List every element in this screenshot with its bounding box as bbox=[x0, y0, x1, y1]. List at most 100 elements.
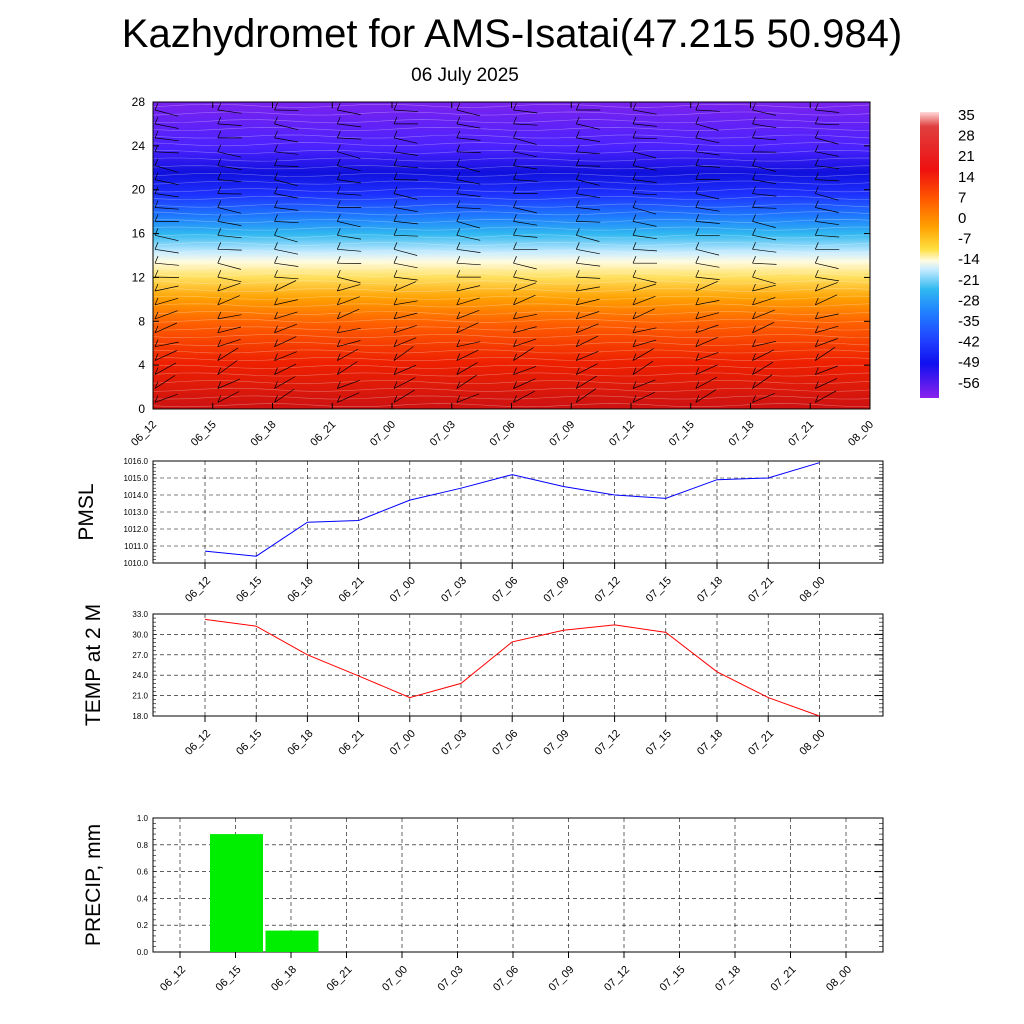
wind-barb-flag bbox=[814, 172, 819, 180]
wind-barb-flag bbox=[752, 353, 756, 361]
wind-barb-shaft bbox=[393, 193, 418, 200]
wind-barb-flag bbox=[814, 339, 819, 347]
x-tick-label: 07_03 bbox=[436, 964, 466, 994]
isotherm-line bbox=[152, 126, 871, 131]
wind-barb-flag bbox=[393, 353, 398, 361]
pmsl-axis-label: PMSL bbox=[75, 483, 98, 540]
y-tick-label: 1012.0 bbox=[124, 525, 149, 534]
wind-barb-flag bbox=[393, 144, 398, 152]
wind-barb-flag bbox=[154, 297, 159, 306]
height-tick-label: 16 bbox=[132, 227, 146, 241]
y-tick-label: 33.0 bbox=[132, 610, 148, 619]
wind-barb-flag bbox=[695, 381, 700, 389]
wind-barb-flag bbox=[336, 116, 341, 125]
time-tick-label: 07_21 bbox=[786, 419, 816, 449]
wind-barb-flag bbox=[513, 102, 517, 111]
time-tick-label: 06_15 bbox=[189, 419, 219, 449]
wind-barb-shaft bbox=[815, 282, 838, 292]
wind-barb-flag bbox=[217, 158, 222, 166]
wind-barb-flag bbox=[217, 144, 222, 152]
wind-barb-flag bbox=[752, 269, 756, 278]
wind-barb-flag bbox=[632, 130, 637, 139]
wind-barb-flag bbox=[393, 172, 398, 180]
wind-barb-flag bbox=[632, 116, 637, 125]
isotherm-line bbox=[152, 318, 871, 323]
x-tick-label: 07_06 bbox=[490, 575, 520, 605]
temperature-frame bbox=[152, 613, 884, 717]
x-tick-label: 08_00 bbox=[824, 964, 854, 994]
wind-barb-shaft bbox=[337, 109, 361, 115]
isotherm-line bbox=[152, 119, 871, 124]
wind-barb-shaft bbox=[513, 151, 538, 158]
wind-barb-shaft bbox=[337, 348, 359, 361]
wind-barb-shaft bbox=[513, 207, 537, 214]
wind-barb-shaft bbox=[752, 109, 776, 116]
wind-barb-shaft bbox=[154, 151, 180, 154]
wind-barb-flag bbox=[632, 186, 637, 194]
wind-barb-flag bbox=[695, 311, 700, 320]
wind-barb-flag bbox=[513, 353, 517, 361]
wind-barb-flag bbox=[695, 256, 700, 264]
isotherm-line bbox=[152, 288, 871, 292]
wind-barb-shaft bbox=[337, 137, 362, 140]
wind-barb-shaft bbox=[632, 221, 657, 227]
wind-barb-flag bbox=[154, 339, 159, 347]
wind-barb-flag bbox=[632, 339, 637, 347]
wind-barb-shaft bbox=[815, 325, 839, 334]
time-tick-label: 08_00 bbox=[846, 419, 876, 449]
height-tick-label: 24 bbox=[132, 139, 146, 153]
wind-barb-flag bbox=[336, 353, 341, 361]
wind-barb-shaft bbox=[393, 221, 418, 225]
colorbar-label: -7 bbox=[958, 231, 971, 248]
wind-barb-shaft bbox=[815, 109, 840, 113]
wind-barb-shaft bbox=[632, 193, 658, 196]
colorbar-label: 21 bbox=[958, 148, 975, 165]
wind-barb-flag bbox=[575, 158, 580, 166]
wind-barb-shaft bbox=[576, 311, 600, 320]
wind-barb-flag bbox=[752, 130, 756, 139]
wind-barb-shaft bbox=[154, 137, 179, 142]
isotherm-line bbox=[152, 265, 871, 269]
isotherm-line bbox=[152, 211, 871, 216]
wind-barb-shaft bbox=[217, 391, 240, 403]
colorbar-label: -21 bbox=[958, 272, 980, 289]
wind-barb-flag bbox=[336, 325, 341, 333]
wind-barb-shaft bbox=[393, 389, 415, 403]
wind-barb-flag bbox=[154, 256, 159, 264]
wind-barb-flag bbox=[456, 228, 461, 236]
wind-barb-flag bbox=[456, 297, 461, 306]
wind-barb-flag bbox=[336, 269, 341, 278]
precip-bars bbox=[210, 834, 319, 952]
wind-barb-shaft bbox=[456, 297, 480, 306]
wind-barb-shaft bbox=[752, 193, 777, 197]
wind-barb-shaft bbox=[217, 282, 241, 292]
chart-date-subtitle: 06 July 2025 bbox=[411, 65, 519, 86]
isotherm-line bbox=[152, 357, 871, 362]
height-tick-label: 4 bbox=[138, 358, 145, 372]
wind-barb-shaft bbox=[337, 340, 361, 348]
wind-barb-shaft bbox=[217, 123, 242, 126]
wind-barb-shaft bbox=[815, 365, 838, 375]
isotherm-line bbox=[152, 326, 871, 331]
y-tick-label: 21.0 bbox=[132, 692, 148, 701]
wind-barb-shaft bbox=[632, 391, 655, 403]
wind-barb-shaft bbox=[393, 276, 418, 281]
wind-barb-shaft bbox=[274, 179, 298, 187]
isotherm-line bbox=[152, 380, 871, 385]
wind-barb-flag bbox=[336, 186, 341, 194]
isotherm-line bbox=[152, 188, 871, 193]
isotherm-line bbox=[152, 311, 871, 316]
wind-barb-flag bbox=[695, 130, 700, 139]
wind-barb-flag bbox=[274, 200, 278, 208]
wind-barb-flag bbox=[632, 214, 637, 222]
wind-barb-flag bbox=[695, 144, 700, 152]
wind-barb-flag bbox=[513, 325, 517, 333]
wind-barb-shaft bbox=[154, 393, 178, 403]
wind-barb-flag bbox=[456, 186, 461, 194]
x-tick-label: 07_03 bbox=[439, 728, 469, 758]
wind-barb-shaft bbox=[513, 326, 537, 334]
wind-barb-shaft bbox=[217, 262, 241, 270]
wind-barb-shaft bbox=[632, 339, 657, 348]
pmsl-line bbox=[204, 462, 820, 557]
wind-barb-shaft bbox=[752, 276, 776, 285]
